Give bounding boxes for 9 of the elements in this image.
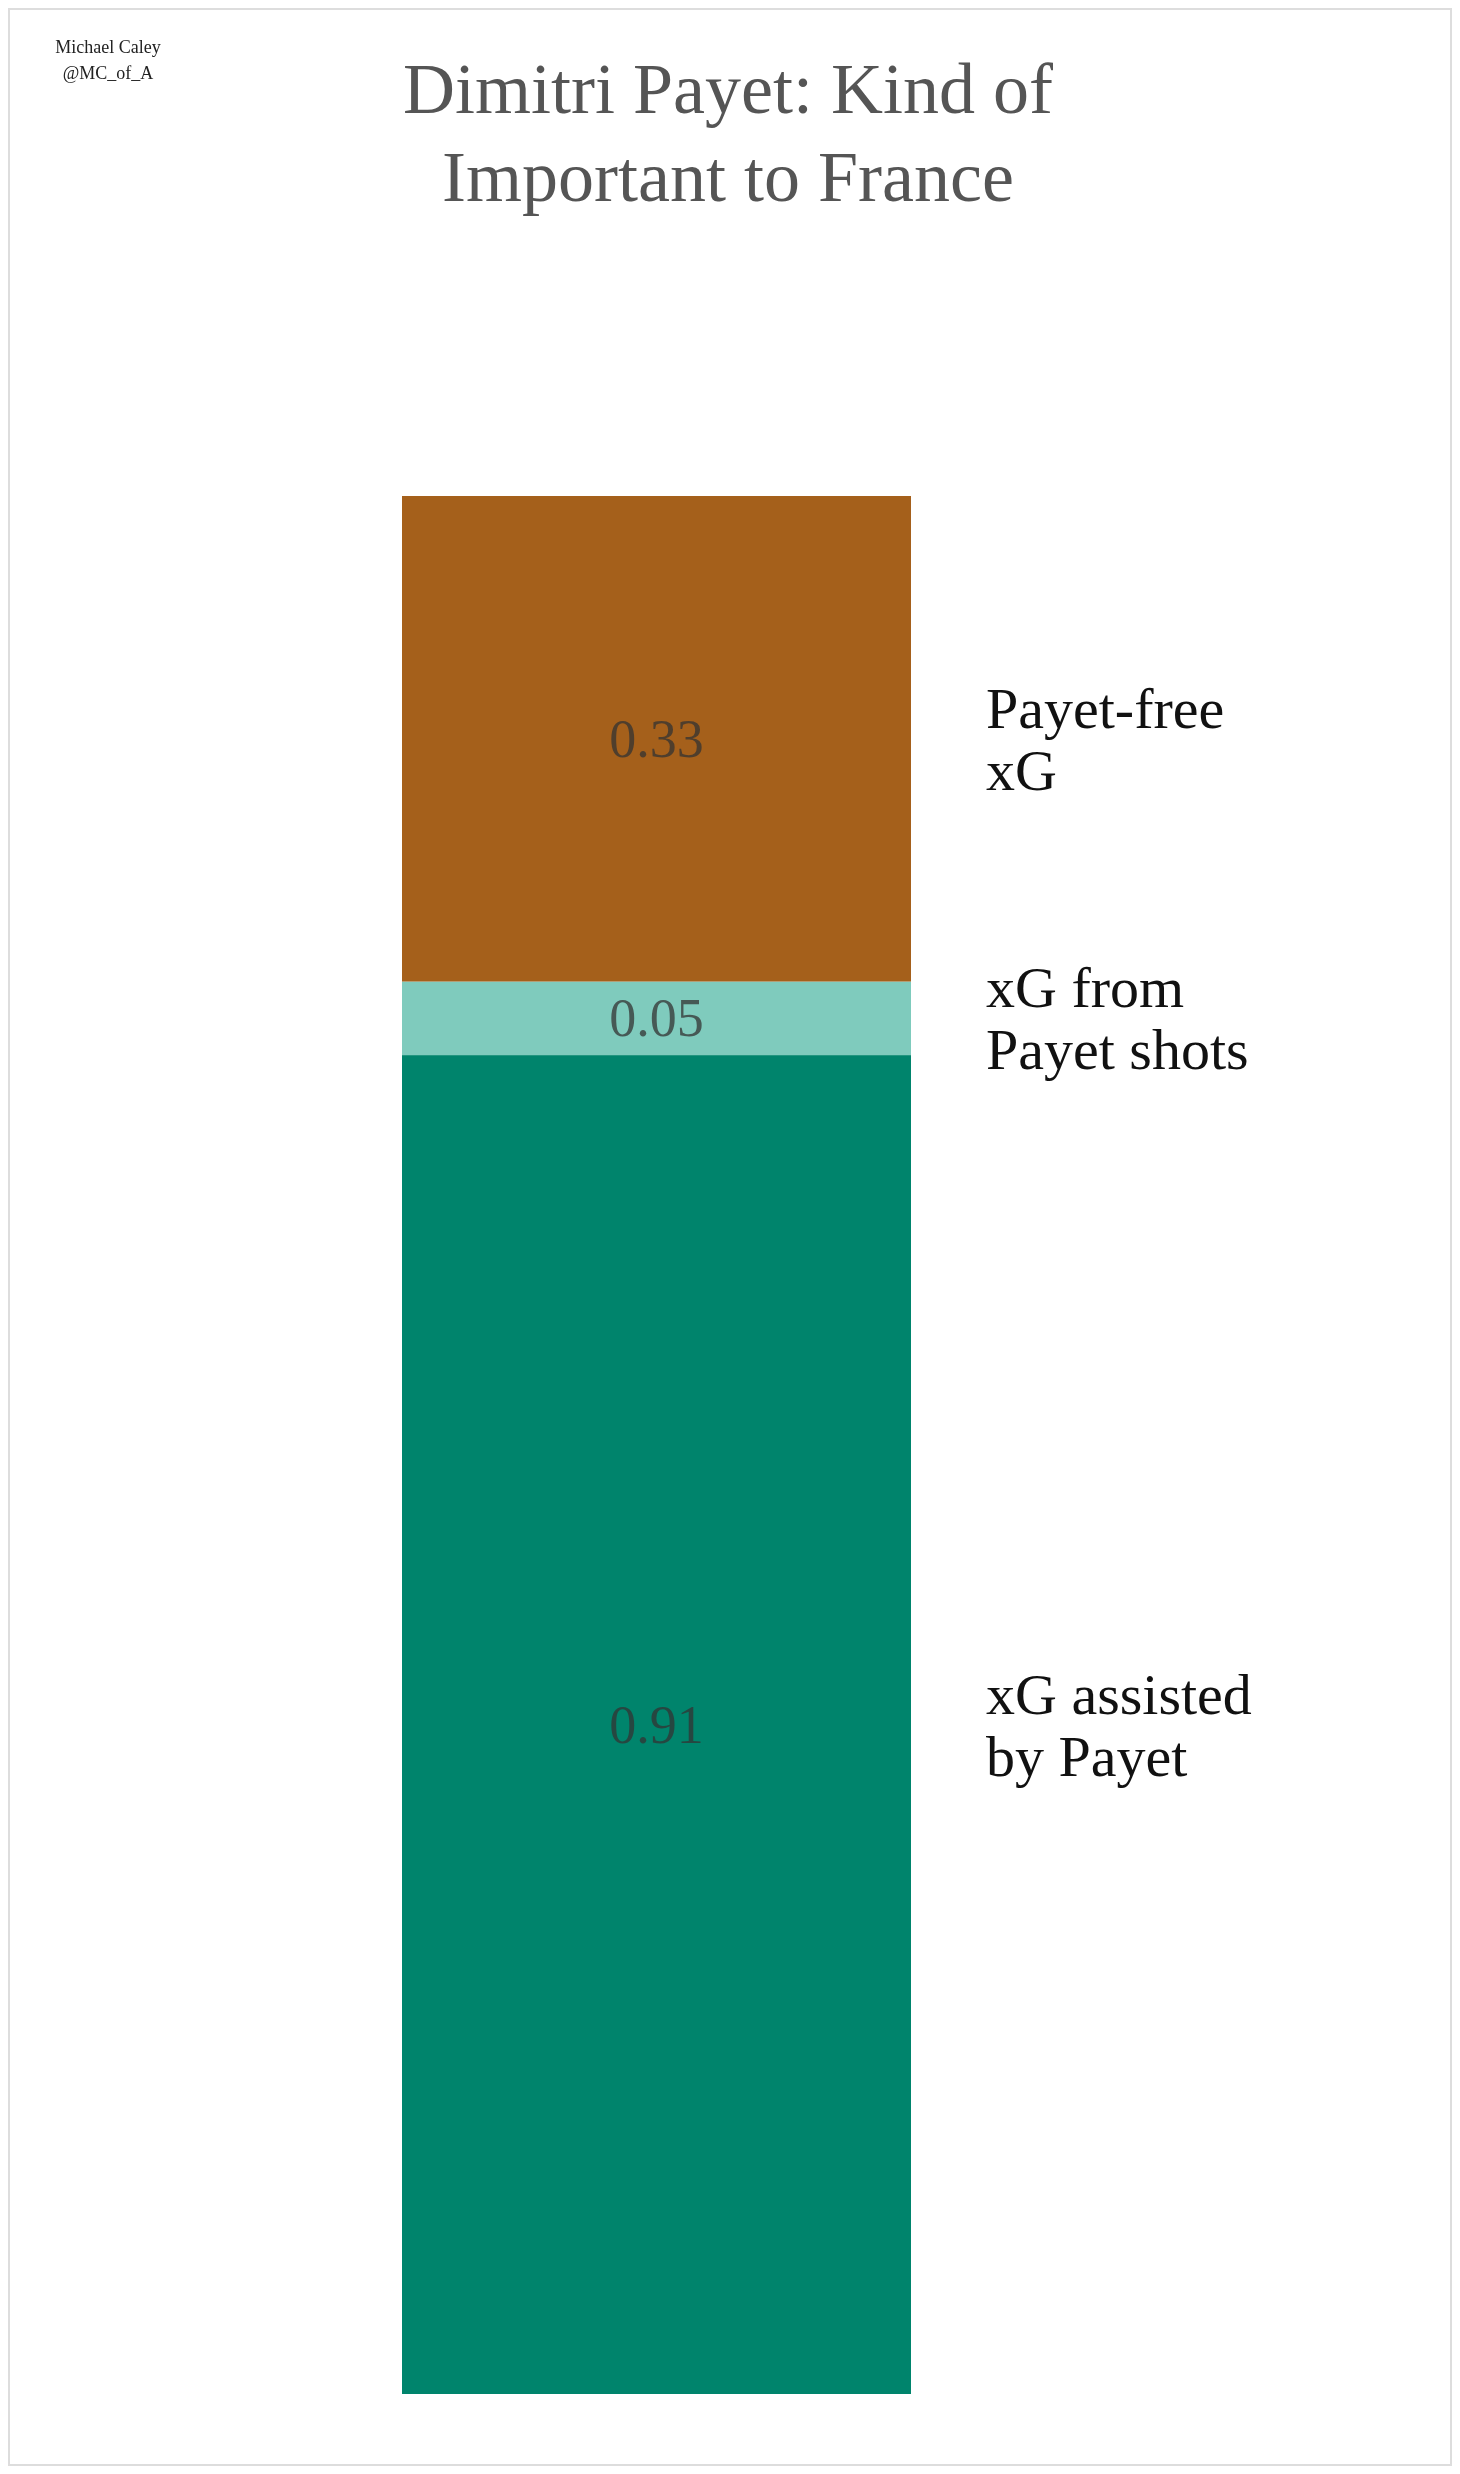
data-label: 0.05: [609, 988, 704, 1049]
data-label: 0.33: [609, 708, 704, 769]
text: Michael Caley: [55, 37, 161, 57]
series-label: Payet-free xG: [986, 675, 1225, 803]
data-label: 0.91: [609, 1694, 704, 1755]
series-label: xG from Payet shots: [986, 954, 1249, 1082]
series-label: xG assisted by Payet: [986, 1661, 1252, 1789]
chart-title: Dimitri Payet: Kind of Important to France: [403, 49, 1053, 217]
text: @MC_of_A: [62, 63, 154, 83]
